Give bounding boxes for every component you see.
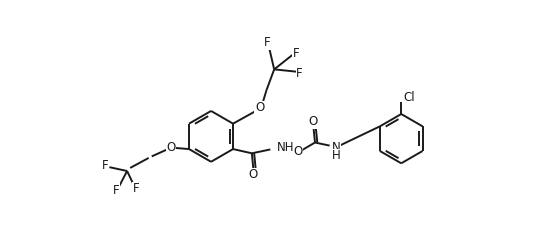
Text: N: N xyxy=(331,141,340,154)
Text: NH: NH xyxy=(277,141,294,154)
Text: F: F xyxy=(293,47,299,60)
Text: O: O xyxy=(293,145,303,158)
Text: O: O xyxy=(255,101,264,114)
Text: O: O xyxy=(249,168,258,181)
Text: O: O xyxy=(166,141,175,154)
Text: F: F xyxy=(133,182,140,195)
Text: F: F xyxy=(102,159,109,172)
Text: F: F xyxy=(264,36,271,49)
Text: F: F xyxy=(296,67,303,80)
Text: H: H xyxy=(331,149,340,162)
Text: O: O xyxy=(309,115,318,128)
Text: F: F xyxy=(113,184,119,197)
Text: Cl: Cl xyxy=(404,91,415,104)
